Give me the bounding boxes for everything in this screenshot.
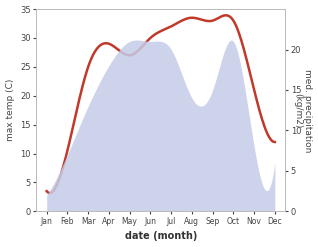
- Y-axis label: max temp (C): max temp (C): [5, 79, 15, 141]
- Y-axis label: med. precipitation
(kg/m2): med. precipitation (kg/m2): [293, 68, 313, 152]
- X-axis label: date (month): date (month): [125, 231, 197, 242]
